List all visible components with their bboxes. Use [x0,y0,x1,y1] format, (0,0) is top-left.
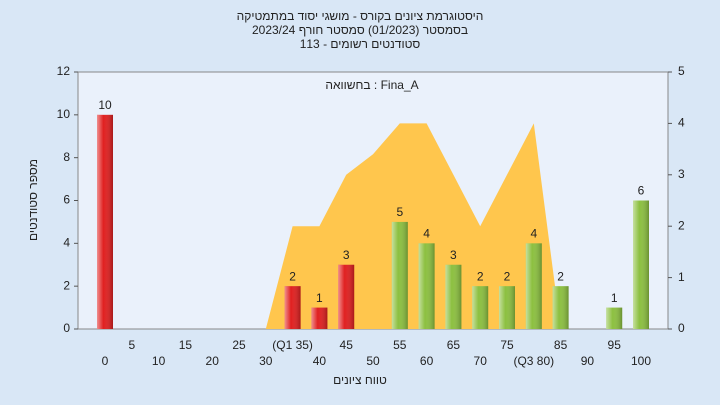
x-tick-label: 100 [631,354,651,368]
y2-tick-label: 0 [678,321,685,335]
bar-value-label: 3 [343,248,350,262]
title-line: סטודנטים רשומים - 113 [300,37,421,51]
annotation: בחשוואה : Fina_A [325,78,418,92]
y-tick-label: 0 [63,321,70,335]
x-tick-label: 70 [474,354,488,368]
x-tick-label: 5 [128,338,135,352]
y2-tick-label: 3 [678,167,685,181]
bar-shade [525,243,542,329]
bar-shade [633,200,649,329]
x-tick-label: 20 [206,354,220,368]
x-tick-label: 55 [393,338,407,352]
x-tick-label: 30 [259,354,273,368]
y2-tick-label: 5 [678,64,685,78]
y-tick-label: 8 [63,150,70,164]
x-tick-label: 15 [179,338,193,352]
bar-shade [311,307,328,329]
x-tick-label: 85 [554,338,568,352]
title-line: בסמסטר (01/2023) סמסטר חורף 2023/24 [252,23,468,37]
bar-value-label: 6 [638,184,645,198]
x-tick-label: 40 [313,354,327,368]
x-tick-label: 50 [366,354,380,368]
x-tick-label: (Q3 80) [513,354,554,368]
x-tick-label: 0 [102,354,109,368]
y-tick-label: 2 [63,278,70,292]
bar-value-label: 2 [504,269,511,283]
y-tick-label: 10 [57,107,71,121]
bar-shade [552,286,569,329]
x-tick-label: (Q1 35) [272,338,313,352]
y-tick-label: 4 [63,236,70,250]
bar-value-label: 10 [98,98,112,112]
bar-shade [338,264,355,329]
bar-value-label: 2 [557,269,564,283]
bar-value-label: 4 [530,227,537,241]
y2-tick-label: 1 [678,270,685,284]
title-line: היסטוגרמת ציונים בקורס - מושגי יסוד במתמ… [237,9,484,23]
bar-value-label: 1 [611,291,618,305]
x-tick-label: 65 [447,338,461,352]
x-tick-label: 95 [608,338,622,352]
bar-value-label: 4 [423,227,430,241]
bar-value-label: 2 [477,269,484,283]
bar-shade [391,221,408,329]
x-tick-label: 60 [420,354,434,368]
x-tick-label: 45 [340,338,354,352]
bar-shade [606,307,623,329]
bar-shade [418,243,435,329]
y-axis-label: מספר סטודנטים [26,159,40,241]
x-tick-label: 10 [152,354,166,368]
bar-shade [97,114,113,329]
x-tick-label: 75 [500,338,514,352]
bar-shade [472,286,489,329]
x-tick-label: 25 [232,338,246,352]
y2-tick-label: 2 [678,218,685,232]
bar-shade [499,286,515,329]
y-tick-label: 6 [63,193,70,207]
bar-value-label: 2 [289,269,296,283]
x-axis-label: טווח ציונים [333,373,387,387]
x-tick-label: 90 [581,354,595,368]
y2-tick-label: 4 [678,116,685,130]
bar-value-label: 5 [396,205,403,219]
y-tick-label: 12 [57,64,71,78]
bar-shade [284,286,301,329]
bar-value-label: 1 [316,291,323,305]
bar-shade [445,264,462,329]
bar-value-label: 3 [450,248,457,262]
